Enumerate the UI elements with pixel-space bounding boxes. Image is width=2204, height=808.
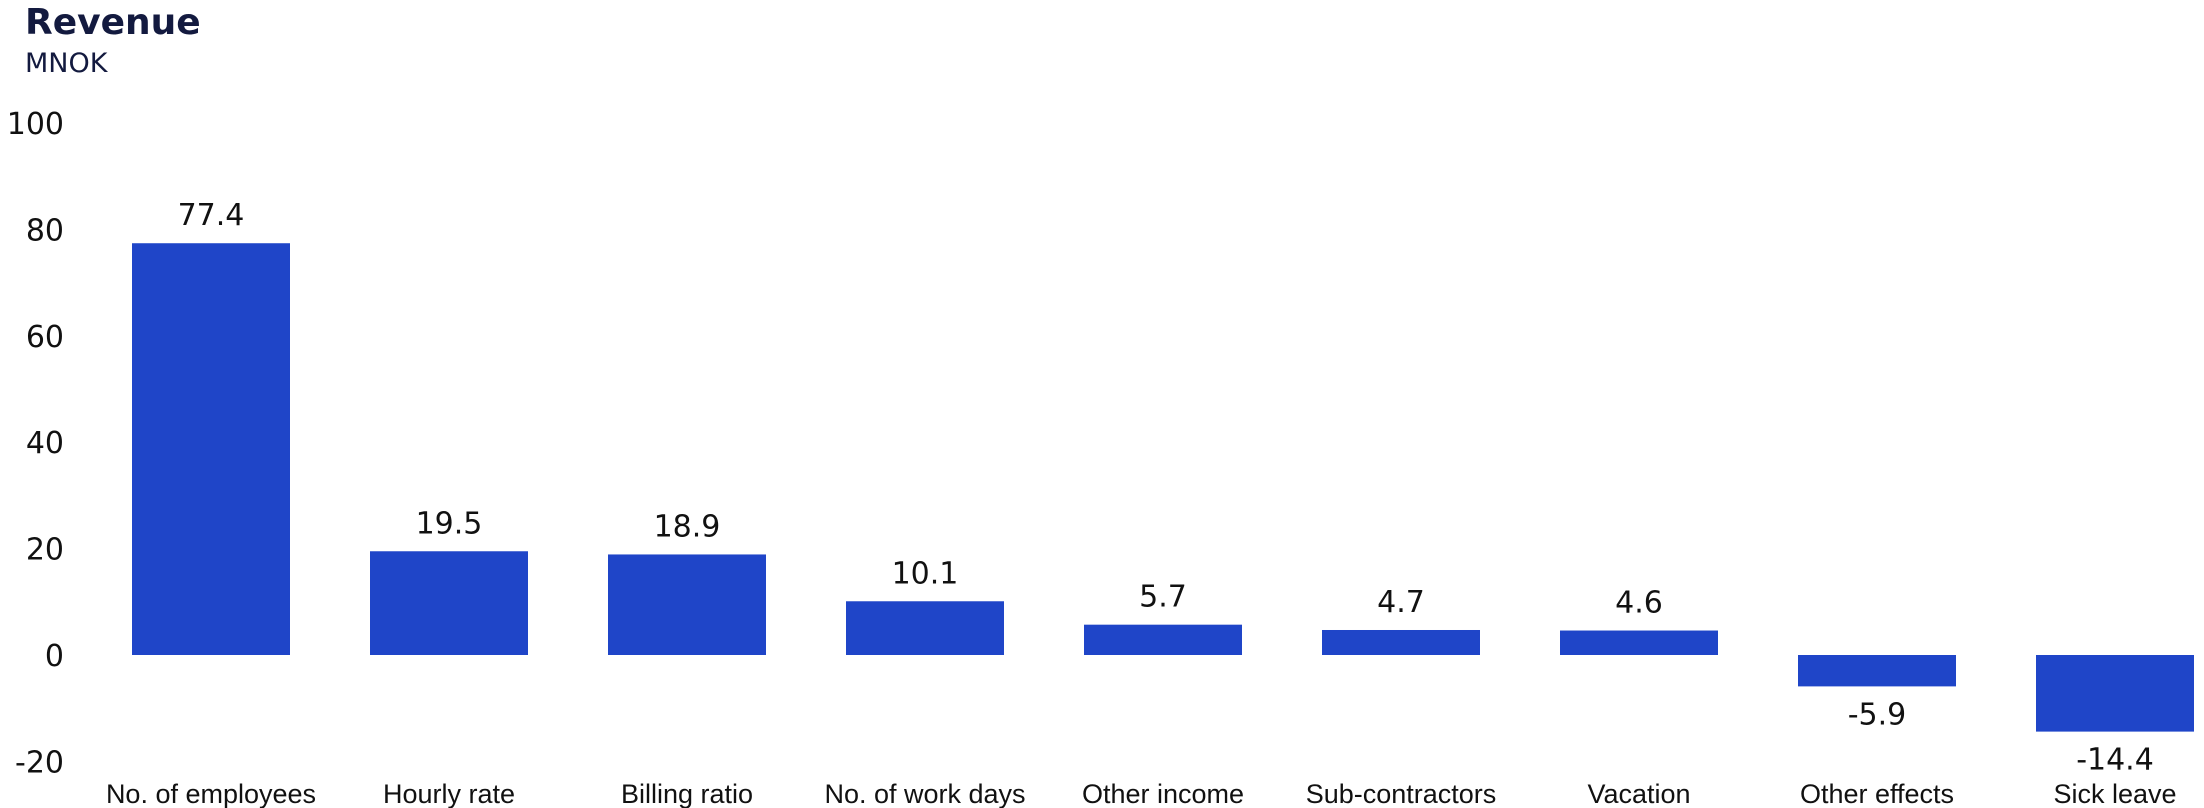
y-axis: -20 0 20 40 60 80 100: [7, 107, 64, 780]
bar: [2036, 655, 2194, 732]
y-tick-label: 60: [26, 320, 64, 355]
y-tick-label: 20: [26, 533, 64, 568]
bar: [132, 243, 290, 655]
category-label: No. of employees: [106, 779, 316, 808]
data-label: 10.1: [892, 556, 959, 591]
data-label: 77.4: [178, 198, 245, 233]
y-tick-label: 40: [26, 426, 64, 461]
y-tick-label: 100: [7, 107, 64, 142]
category-label: Vacation: [1587, 779, 1690, 808]
data-label: 5.7: [1139, 580, 1187, 615]
bar: [1322, 629, 1480, 655]
bar: [370, 551, 528, 655]
x-axis: No. of employees Hourly rate Billing ratio…: [106, 779, 2177, 808]
data-label: 4.6: [1615, 586, 1663, 621]
category-label: Sick leave: [2053, 779, 2176, 808]
category-label: Hourly rate: [383, 779, 515, 808]
category-label: Other income: [1082, 779, 1244, 808]
data-label: -5.9: [1848, 697, 1907, 732]
data-label: 4.7: [1377, 585, 1425, 620]
bar: [1798, 655, 1956, 687]
data-label: 18.9: [654, 509, 721, 544]
data-labels: 77.4 19.5 18.9 10.1 5.7 4.7 4.6 -5.9 -14.4: [178, 198, 2154, 777]
y-tick-label: 0: [45, 639, 64, 674]
category-label: Sub-contractors: [1306, 779, 1497, 808]
bars: [132, 243, 2194, 732]
bar: [846, 601, 1004, 655]
bar: [1084, 624, 1242, 655]
chart-title: Revenue: [25, 2, 201, 43]
y-tick-label: -20: [15, 745, 64, 780]
chart-subtitle: MNOK: [25, 48, 108, 79]
bar: [608, 554, 766, 655]
category-label: Billing ratio: [621, 779, 753, 808]
data-label: -14.4: [2076, 743, 2154, 778]
data-label: 19.5: [416, 506, 483, 541]
y-tick-label: 80: [26, 213, 64, 248]
category-label: Other effects: [1800, 779, 1954, 808]
bar: [1560, 630, 1718, 655]
category-label: No. of work days: [824, 779, 1025, 808]
